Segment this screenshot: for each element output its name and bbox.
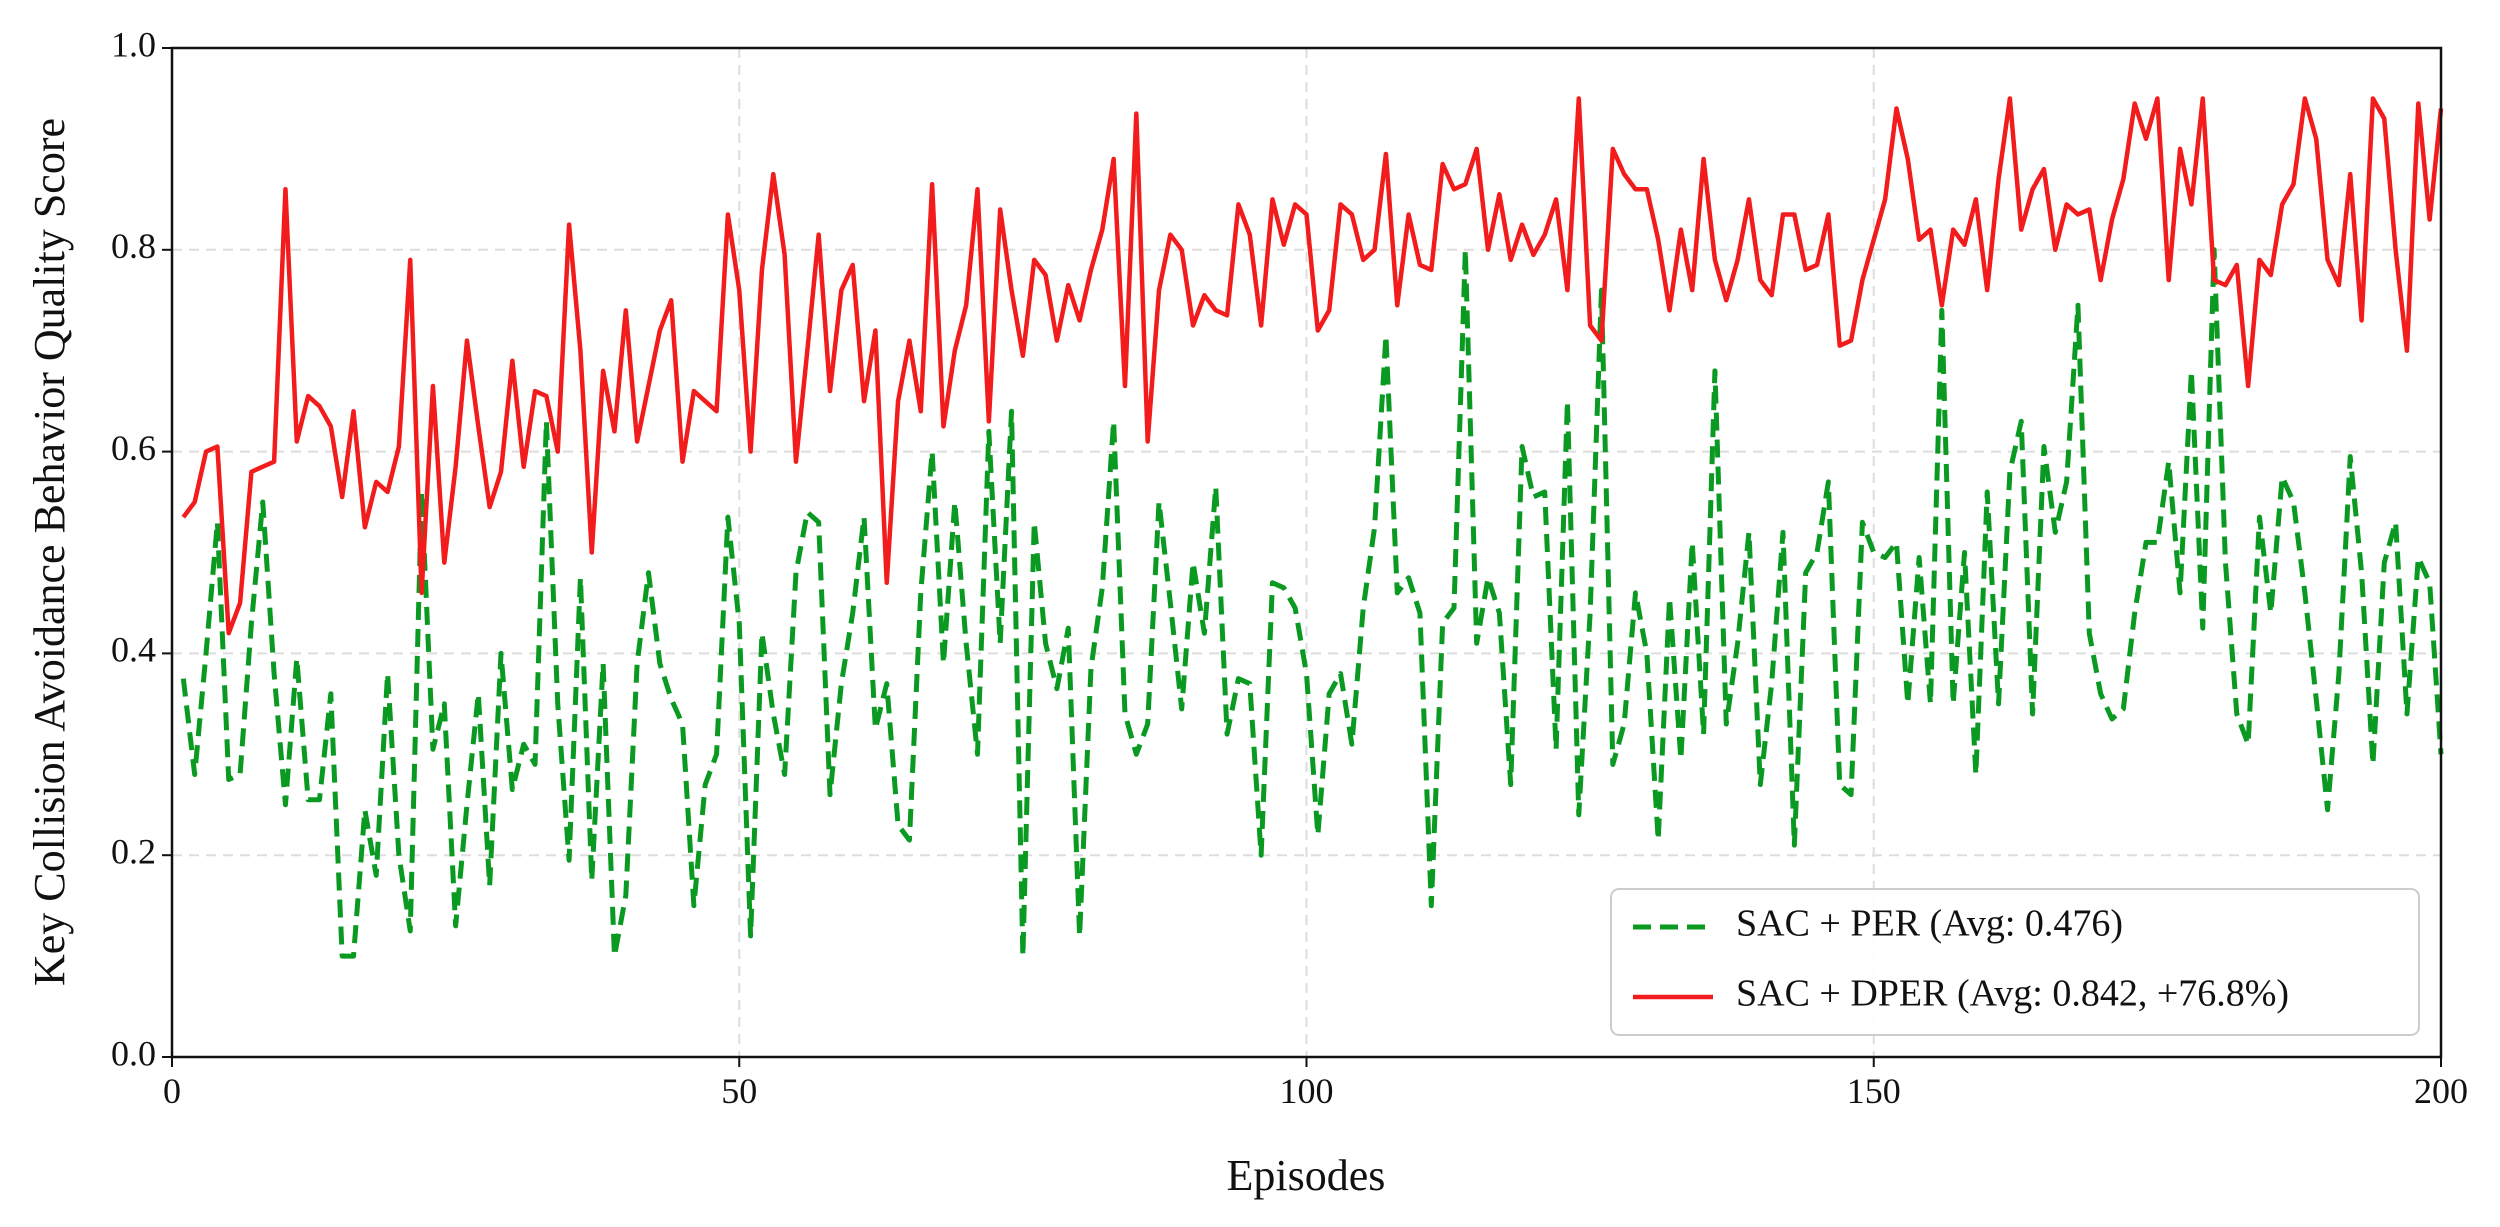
y-tick-label: 0.8 — [111, 226, 156, 266]
y-tick-label: 0.4 — [111, 630, 156, 670]
y-tick-label: 0.2 — [111, 831, 156, 871]
legend-label: SAC + DPER (Avg: 0.842, +76.8%) — [1736, 973, 2289, 1015]
x-tick-label: 100 — [1280, 1071, 1334, 1111]
plot-frame — [170, 46, 2443, 1059]
y-tick-label: 0.0 — [111, 1033, 156, 1073]
x-tick-label: 150 — [1847, 1071, 1901, 1111]
y-axis-label: Key Collision Avoidance Behavior Quality… — [25, 118, 74, 986]
legend-label: SAC + PER (Avg: 0.476) — [1736, 903, 2123, 945]
series-line — [181, 96, 2444, 636]
legend: SAC + PER (Avg: 0.476) SAC + DPER (Avg: 0… — [1610, 888, 2420, 1036]
y-tick-label: 0.6 — [111, 428, 156, 468]
x-axis-label: Episodes — [1227, 1151, 1386, 1200]
series-line — [180, 247, 2444, 959]
y-tick-label: 1.0 — [111, 24, 156, 64]
x-tick-label: 0 — [163, 1071, 181, 1111]
x-tick-label: 50 — [721, 1071, 757, 1111]
x-tick-label: 200 — [2414, 1071, 2468, 1111]
legend-box — [1610, 888, 2420, 1036]
